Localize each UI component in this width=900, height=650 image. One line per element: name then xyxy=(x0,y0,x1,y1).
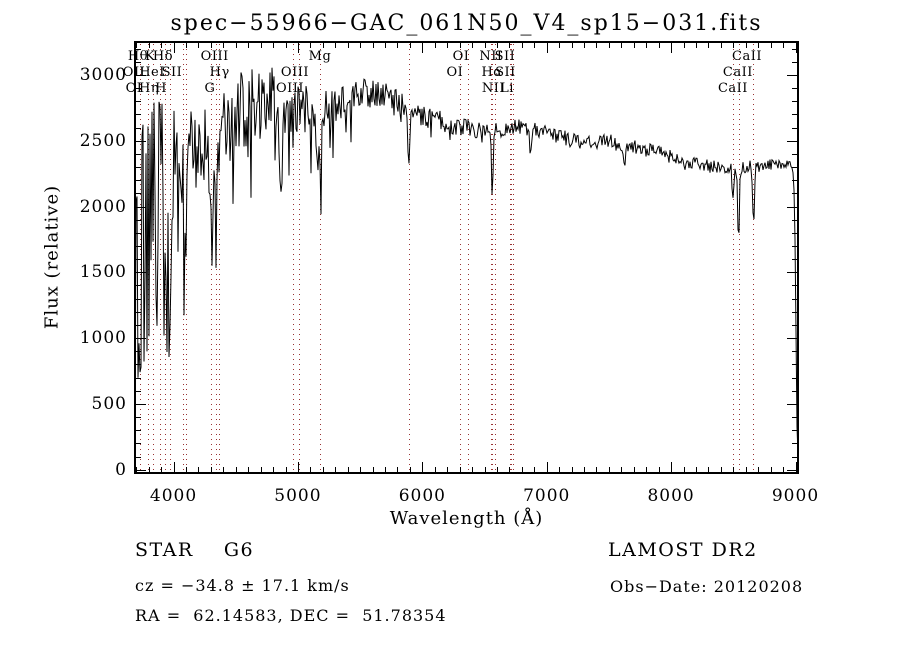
plot-title: spec−55966−GAC_061N50_V4_sp15−031.fits xyxy=(170,11,763,36)
x-tick-label: 4000 xyxy=(149,486,198,506)
spectral-line-label: NII xyxy=(481,81,506,96)
y-tick-label: 2000 xyxy=(79,196,127,217)
axes-box xyxy=(134,41,799,474)
x-tick-label: 9000 xyxy=(771,486,820,506)
y-tick-label: 1500 xyxy=(79,262,127,283)
spectral-line-label: Hθ xyxy=(127,49,149,64)
axis-ticks xyxy=(136,43,797,472)
spectral-line-markers xyxy=(140,44,754,471)
spectral-line-label: G xyxy=(204,81,216,96)
spectral-line-label: SII xyxy=(495,65,516,80)
spectral-line-label: H xyxy=(155,81,167,96)
x-tick-label: 8000 xyxy=(647,486,695,506)
y-tick-label: 500 xyxy=(91,393,127,414)
spectral-line-label: OII xyxy=(122,65,146,80)
spectral-line-label: OI xyxy=(125,81,143,96)
x-axis-label: Wavelength (Å) xyxy=(389,508,544,529)
y-tick-label: 3000 xyxy=(79,64,127,85)
spectral-line-label: Hα xyxy=(481,65,503,80)
spectral-line-label: Li xyxy=(500,81,514,96)
spectral-line-label: CaII xyxy=(722,65,753,80)
spectral-line-label: CaII xyxy=(717,81,748,96)
ra-dec-text: RA = 62.14583, DEC = 51.78354 xyxy=(135,606,447,625)
spectral-line-label: K xyxy=(144,49,156,64)
classification-text: STAR G6 xyxy=(135,539,255,561)
x-tick-label: 6000 xyxy=(398,486,446,506)
y-tick-label: 2500 xyxy=(79,130,127,151)
spectral-line-label: OI xyxy=(452,49,470,64)
spectral-line-label: SII xyxy=(161,65,183,80)
y-tick-label: 1000 xyxy=(79,328,127,349)
y-tick-label: 0 xyxy=(115,459,127,480)
radial-velocity-text: cz = −34.8 ± 17.1 km/s xyxy=(135,576,350,595)
x-tick-label: 7000 xyxy=(523,486,571,506)
spectral-line-label: Hη xyxy=(138,81,160,96)
spectral-line-label: SII xyxy=(494,49,516,64)
y-axis-label: Flux (relative) xyxy=(41,184,63,330)
survey-release-text: LAMOST DR2 xyxy=(608,539,758,561)
x-tick-label: 5000 xyxy=(274,486,322,506)
spectral-line-label: Hγ xyxy=(209,65,230,80)
spectral-line-label: NII xyxy=(479,49,503,64)
spectral-line-label: OIII xyxy=(280,65,309,80)
spectrum-trace xyxy=(134,67,799,465)
spectral-line-label: CaII xyxy=(732,49,762,64)
spectral-line-label: HeI xyxy=(139,65,165,80)
spectral-line-label: OI xyxy=(446,65,464,80)
spectral-line-label: OIII xyxy=(200,49,229,64)
spectral-line-label: OIII xyxy=(275,81,305,96)
obs-date-text: Obs−Date: 20120208 xyxy=(610,577,804,596)
spectral-line-label: Hδ xyxy=(152,49,174,64)
spectral-line-label: Mg xyxy=(308,49,332,64)
